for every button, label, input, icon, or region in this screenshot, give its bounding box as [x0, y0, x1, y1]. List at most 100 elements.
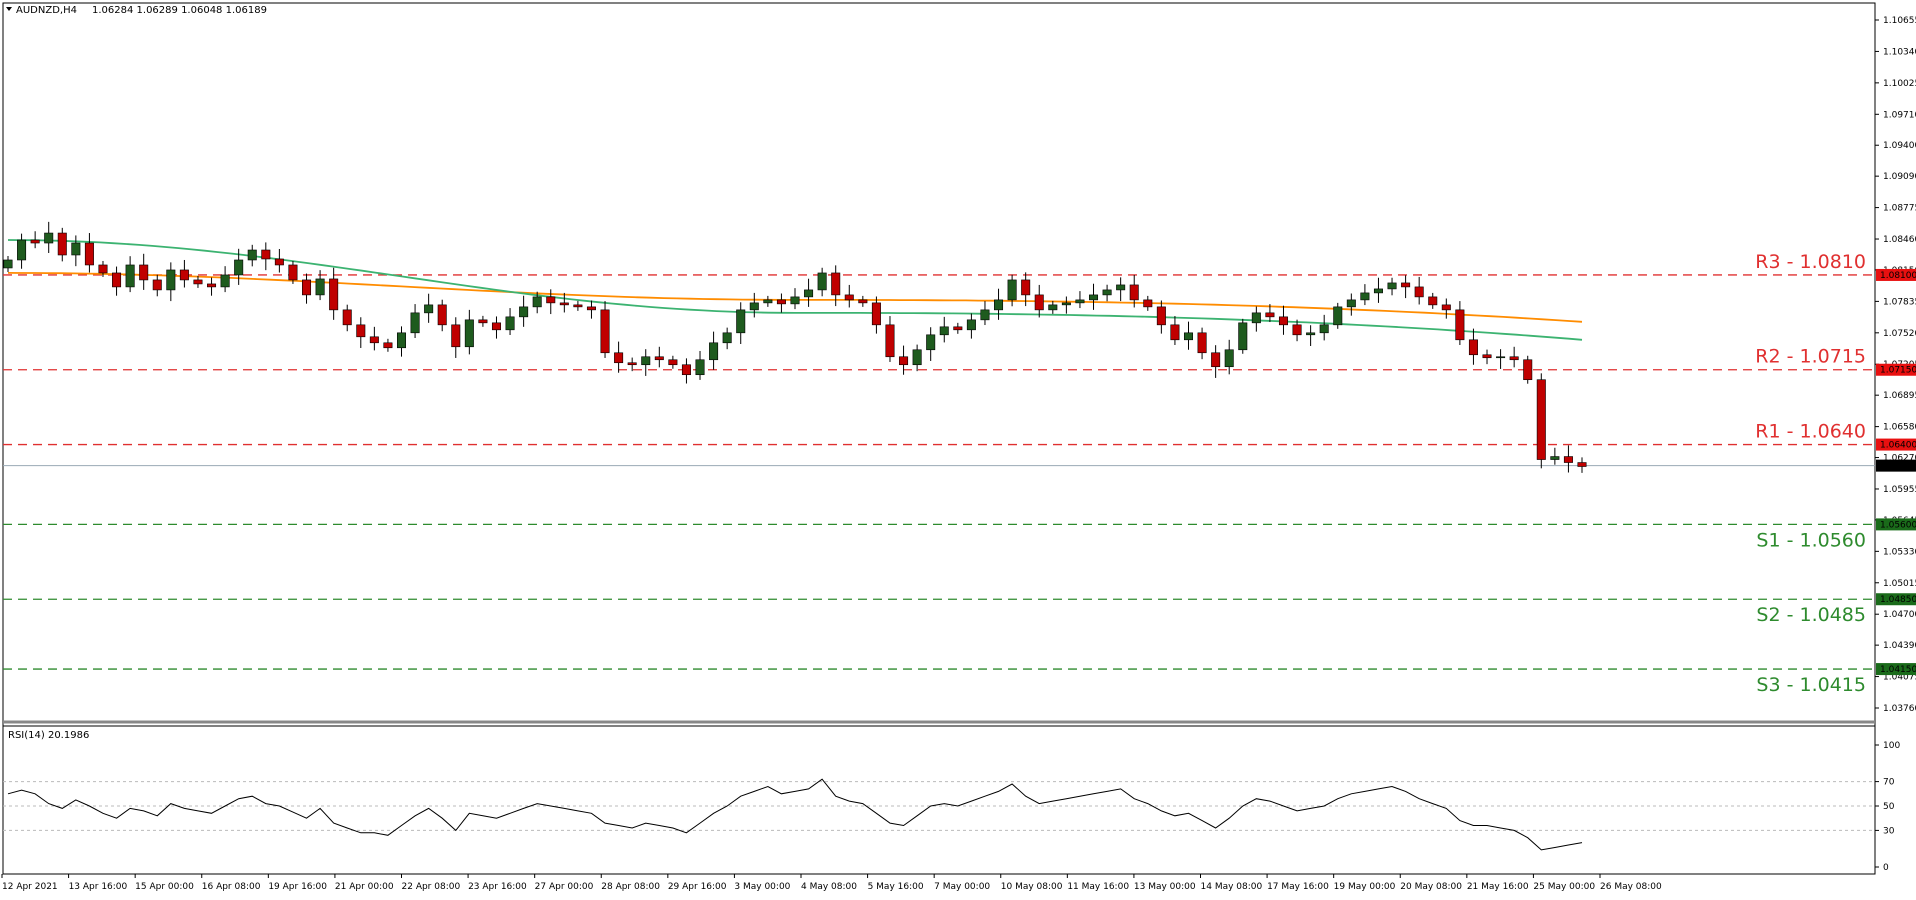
time-tick-label: 4 May 08:00 [801, 882, 857, 892]
candle-body [478, 319, 488, 324]
candle-body [342, 309, 352, 326]
time-tick-label: 16 Apr 08:00 [202, 882, 261, 892]
candle-body [1061, 302, 1071, 306]
price-tick-label: 1.04390 [1883, 641, 1916, 651]
chart-frame [2, 2, 1876, 875]
candle-body [166, 269, 176, 291]
candle-body [1129, 284, 1139, 301]
symbol-dropdown-icon[interactable] [6, 7, 12, 11]
candle-body [396, 332, 407, 349]
candle-body [1089, 294, 1099, 301]
candle-body [844, 294, 854, 301]
price-tick-label: 1.07520 [1883, 329, 1916, 339]
candle-body [641, 356, 651, 366]
candle-body [1251, 312, 1261, 324]
candle-body [437, 304, 447, 326]
time-tick-label: 29 Apr 16:00 [668, 882, 727, 892]
time-tick-label: 13 May 00:00 [1134, 882, 1196, 892]
price-tick-label: 1.08775 [1883, 204, 1916, 214]
price-tick-label: 1.06580 [1883, 423, 1916, 433]
rsi-tick-label: 30 [1883, 826, 1895, 836]
support-resistance-levels: R3 - 1.0810 1.08100 R2 - 1.0715 1.07150 R1 -… [3, 251, 1916, 696]
candle-body [1007, 279, 1017, 301]
candle-body [586, 306, 596, 311]
rsi-tick-label: 0 [1883, 863, 1889, 873]
candle-body [98, 264, 108, 274]
candle-body [668, 359, 678, 366]
candle-body [220, 274, 230, 288]
candle-body [912, 349, 922, 366]
ohlc-readout: 1.06284 1.06289 1.06048 1.06189 [92, 5, 267, 16]
candle-body [139, 264, 149, 281]
time-tick-label: 21 May 16:00 [1467, 882, 1529, 892]
level-tag-s3 [1876, 663, 1916, 676]
time-tick-label: 22 Apr 08:00 [402, 882, 461, 892]
time-tick-label: 17 May 16:00 [1267, 882, 1329, 892]
candle-body [532, 296, 542, 308]
candle-body [464, 319, 474, 348]
candle-body [736, 309, 746, 334]
time-axis: 12 Apr 2021 13 Apr 16:00 15 Apr 00:00 16 Ap… [1, 874, 1662, 892]
candle-body [424, 304, 434, 314]
time-tick-label: 21 Apr 00:00 [335, 882, 394, 892]
candle-body [1170, 324, 1180, 341]
candle-body [505, 316, 515, 331]
price-tick-label: 1.06270 [1883, 454, 1916, 464]
candle-body [369, 336, 379, 344]
candle-body [234, 259, 244, 276]
price-tick-label: 1.03760 [1883, 704, 1916, 714]
candle-body [1034, 294, 1044, 311]
candle-body [695, 359, 705, 376]
candle-body [627, 362, 637, 366]
candle-body [1102, 289, 1112, 296]
time-tick-label: 14 May 08:00 [1201, 882, 1263, 892]
candle-body [817, 272, 827, 291]
rsi-label: RSI(14) 20.1986 [8, 730, 89, 741]
price-tick-label: 1.09710 [1883, 110, 1916, 120]
candle-body [1224, 349, 1234, 368]
level-tag-s1 [1876, 518, 1916, 531]
candle-body [600, 309, 610, 354]
rsi-tick-label: 70 [1883, 778, 1895, 788]
candle-body [207, 283, 217, 288]
candle-body [871, 302, 881, 326]
candle-body [1143, 299, 1153, 308]
candle-body [3, 259, 13, 269]
candle-body [1496, 356, 1506, 359]
candle-body [491, 322, 501, 331]
candle-body [1319, 324, 1329, 334]
candle-body [152, 279, 162, 291]
candle-body [1346, 299, 1356, 308]
time-tick-label: 15 Apr 00:00 [135, 882, 194, 892]
price-tick-label: 1.09400 [1883, 141, 1916, 151]
time-tick-label: 23 Apr 16:00 [468, 882, 527, 892]
candle-body [193, 279, 203, 285]
candle-body [1306, 332, 1316, 336]
candle-body [1401, 282, 1411, 288]
candle-body [1116, 284, 1126, 291]
time-tick-label: 13 Apr 16:00 [69, 882, 128, 892]
candle-body [44, 232, 54, 244]
candle-body [1577, 462, 1587, 467]
candle-body [288, 264, 298, 281]
candle-body [980, 309, 990, 321]
candle-body [1333, 306, 1343, 326]
candle-body [1278, 316, 1288, 326]
price-tick-label: 1.04700 [1883, 610, 1916, 620]
candle-body [614, 352, 624, 364]
candle-body [1238, 322, 1248, 351]
time-tick-label: 26 May 08:00 [1600, 882, 1662, 892]
time-tick-label: 27 Apr 00:00 [535, 882, 594, 892]
candle-body [573, 304, 583, 308]
level-tag-text-s1: 1.05600 [1880, 520, 1916, 530]
candle-body [1455, 309, 1465, 341]
candle-body [112, 272, 122, 288]
candle-body [410, 312, 420, 334]
candle-body [1197, 332, 1207, 354]
time-tick-label: 3 May 00:00 [734, 882, 790, 892]
candle-body [329, 278, 339, 311]
candle-body [1183, 332, 1194, 341]
time-tick-label: 28 Apr 08:00 [601, 882, 660, 892]
candle-body [1387, 282, 1397, 290]
